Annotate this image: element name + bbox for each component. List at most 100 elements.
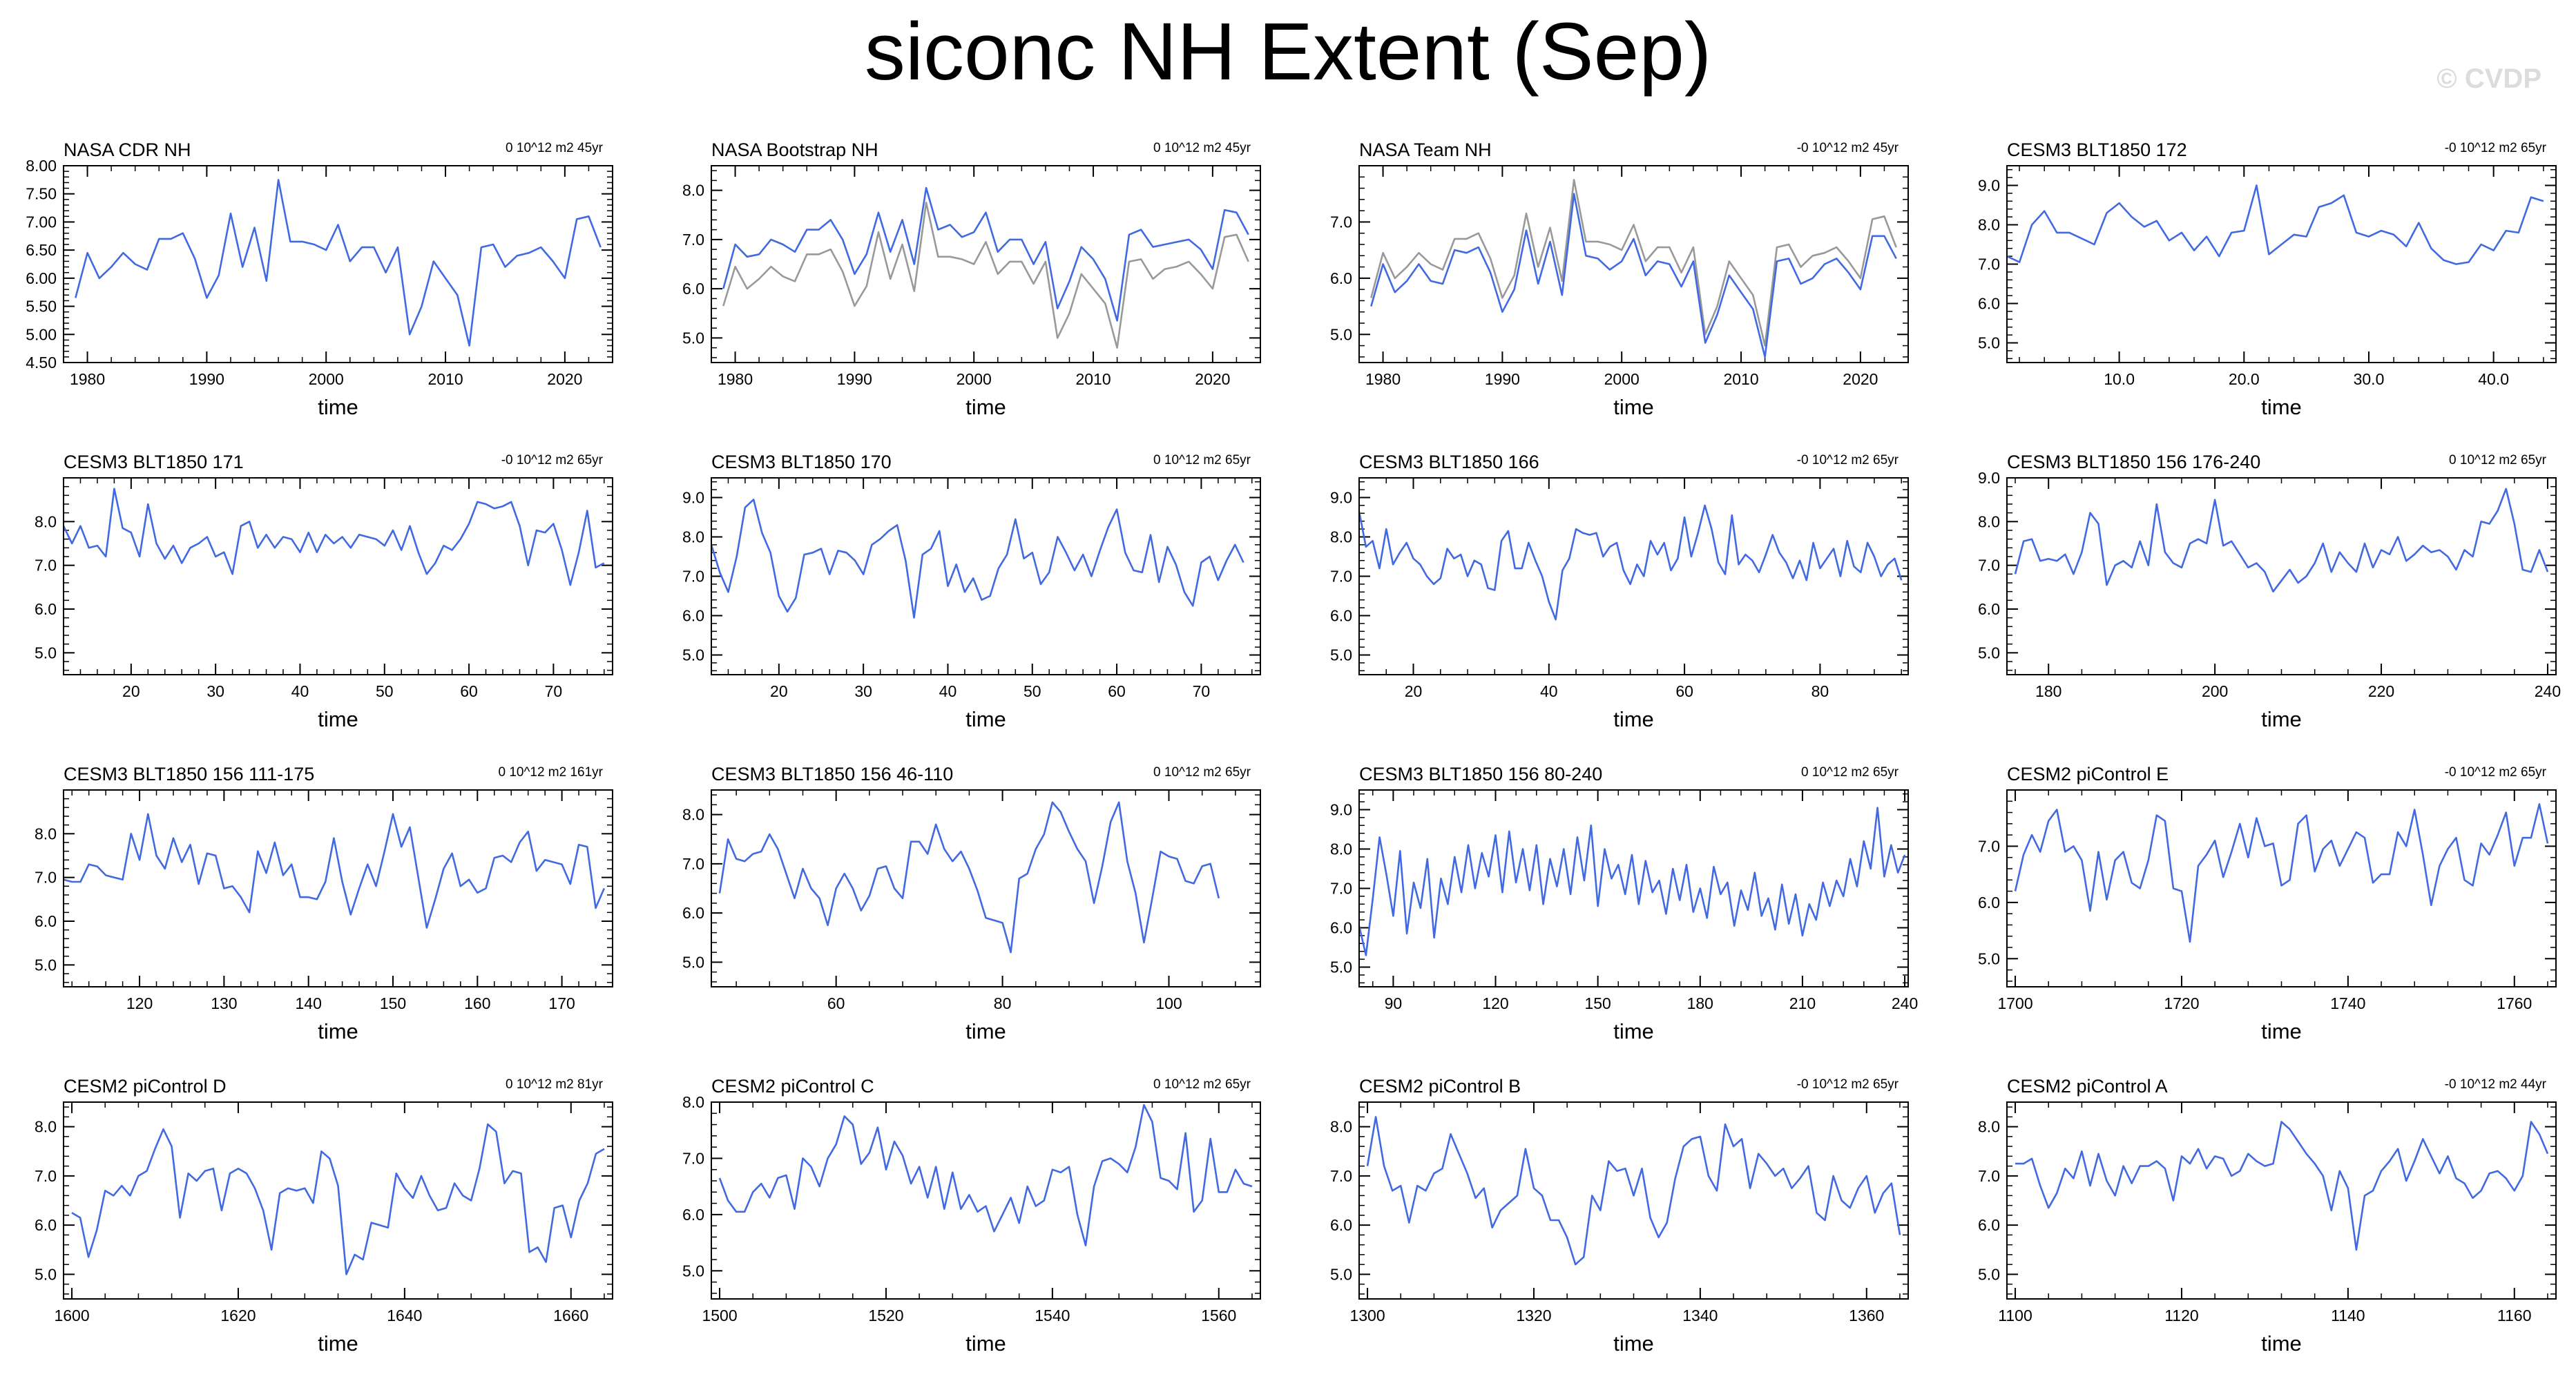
series-line-primary — [718, 801, 1220, 954]
x-tick-label: 1980 — [718, 370, 753, 388]
y-tick-label: 7.00 — [26, 213, 57, 231]
series-line-primary — [718, 1103, 1253, 1246]
x-tick-label: 1640 — [387, 1307, 422, 1324]
trend-label: 0 10^12 m2 65yr — [1153, 1077, 1251, 1092]
trend-label: 0 10^12 m2 65yr — [1801, 765, 1899, 780]
x-tick-label: 1980 — [70, 370, 105, 388]
plot-frame — [2006, 789, 2557, 987]
y-tick-label: 9.0 — [1330, 489, 1352, 507]
x-tick-label: 70 — [545, 682, 563, 700]
y-tick-label: 6.0 — [1978, 1216, 2000, 1234]
chart-panel: CESM2 piControl E -0 10^12 m2 65yr 1700 172… — [1978, 764, 2557, 1043]
x-tick-label: 1320 — [1516, 1307, 1551, 1324]
series-line-primary — [1358, 807, 1906, 956]
trend-label: -0 10^12 m2 65yr — [501, 453, 604, 468]
chart-panel: NASA Bootstrap NH 0 10^12 m2 45yr 1980 1990… — [682, 139, 1261, 419]
y-tick-label: 6.0 — [35, 1216, 57, 1234]
x-tick-label: 40.0 — [2478, 370, 2509, 388]
y-tick-label: 7.0 — [1978, 256, 2000, 273]
chart-panel: CESM3 BLT1850 172 -0 10^12 m2 65yr 10.0 20.… — [1978, 139, 2557, 419]
y-tick-label: 6.0 — [1978, 295, 2000, 313]
x-axis-label: time — [965, 395, 1006, 419]
trend-label: -0 10^12 m2 65yr — [2445, 141, 2547, 155]
x-tick-label: 180 — [1687, 994, 1713, 1012]
y-tick-label: 8.0 — [682, 806, 704, 824]
x-tick-label: 170 — [548, 994, 575, 1012]
x-tick-label: 1160 — [2497, 1307, 2531, 1324]
y-tick-label: 9.0 — [1330, 801, 1352, 819]
series-line-primary — [1370, 193, 1897, 358]
y-tick-label: 6.0 — [682, 280, 704, 298]
x-tick-label: 2020 — [1195, 370, 1230, 388]
y-tick-label: 5.00 — [26, 325, 57, 343]
panel-title: CESM3 BLT1850 170 — [711, 452, 892, 472]
x-tick-label: 20.0 — [2229, 370, 2260, 388]
series-line-primary — [62, 488, 605, 586]
x-tick-label: 220 — [2368, 682, 2394, 700]
y-tick-label: 6.0 — [682, 607, 704, 625]
y-tick-label: 8.0 — [1330, 1118, 1352, 1136]
chart-panel: CESM2 piControl B -0 10^12 m2 65yr 1300 132… — [1330, 1076, 1909, 1356]
y-tick-label: 6.0 — [1978, 600, 2000, 618]
x-tick-label: 60 — [827, 994, 845, 1012]
y-tick-label: 8.0 — [682, 528, 704, 546]
panel-title: CESM3 BLT1850 172 — [2007, 139, 2187, 160]
x-tick-label: 30 — [206, 682, 224, 700]
panel-title: CESM3 BLT1850 156 176-240 — [2007, 452, 2260, 472]
y-tick-label: 8.0 — [35, 825, 57, 842]
y-tick-label: 5.0 — [35, 644, 57, 662]
y-tick-label: 6.0 — [35, 600, 57, 618]
trend-label: 0 10^12 m2 45yr — [1153, 141, 1251, 155]
x-tick-label: 1560 — [1201, 1307, 1236, 1324]
series-line-primary — [2006, 184, 2544, 265]
x-tick-label: 120 — [126, 994, 153, 1012]
page-title: siconc NH Extent (Sep) — [864, 6, 1712, 97]
plot-frame — [1358, 165, 1909, 363]
series-line-primary — [1358, 504, 1903, 621]
x-tick-label: 150 — [380, 994, 406, 1012]
y-tick-label: 5.0 — [1978, 644, 2000, 662]
x-axis-label: time — [1613, 707, 1654, 731]
y-tick-label: 6.0 — [1330, 607, 1352, 625]
x-tick-label: 1140 — [2331, 1307, 2365, 1324]
x-tick-label: 1360 — [1849, 1307, 1884, 1324]
x-axis-label: time — [2261, 395, 2302, 419]
x-tick-label: 100 — [1155, 994, 1182, 1012]
y-tick-label: 5.0 — [35, 1265, 57, 1283]
y-tick-label: 5.0 — [1330, 325, 1352, 343]
x-tick-label: 1660 — [553, 1307, 588, 1324]
plot-frame — [63, 789, 613, 987]
trend-label: -0 10^12 m2 45yr — [1797, 141, 1899, 155]
y-tick-label: 7.0 — [1978, 557, 2000, 575]
panel-title: NASA Bootstrap NH — [711, 139, 878, 160]
x-axis-label: time — [1613, 1331, 1654, 1356]
x-axis-label: time — [965, 1331, 1006, 1356]
x-tick-label: 1100 — [1998, 1307, 2032, 1324]
x-tick-label: 240 — [2535, 682, 2561, 700]
series-line-primary — [63, 813, 605, 929]
chart-panel: CESM3 BLT1850 156 176-240 0 10^12 m2 65yr… — [1978, 452, 2561, 731]
y-tick-label: 7.0 — [682, 855, 704, 873]
y-tick-label: 7.0 — [682, 231, 704, 249]
trend-label: -0 10^12 m2 44yr — [2445, 1077, 2547, 1092]
x-axis-label: time — [1613, 395, 1654, 419]
y-tick-label: 5.0 — [1978, 334, 2000, 352]
y-tick-label: 6.0 — [1978, 894, 2000, 912]
trend-label: 0 10^12 m2 65yr — [2449, 453, 2547, 468]
plot-frame — [1358, 789, 1909, 987]
panel-title: CESM2 piControl E — [2007, 764, 2169, 784]
x-tick-label: 20 — [122, 682, 140, 700]
y-tick-label: 7.0 — [1978, 1167, 2000, 1185]
y-tick-label: 7.0 — [35, 557, 57, 575]
x-tick-label: 130 — [211, 994, 237, 1012]
series-line-primary — [2015, 1121, 2549, 1251]
trend-label: 0 10^12 m2 45yr — [506, 141, 604, 155]
x-tick-label: 80 — [1811, 682, 1829, 700]
trend-label: 0 10^12 m2 161yr — [498, 765, 603, 780]
y-tick-label: 7.0 — [1330, 213, 1352, 231]
x-axis-label: time — [2261, 707, 2302, 731]
y-tick-label: 5.0 — [682, 646, 704, 664]
x-tick-label: 1720 — [2164, 994, 2199, 1012]
x-tick-label: 90 — [1385, 994, 1403, 1012]
y-tick-label: 8.0 — [35, 512, 57, 530]
